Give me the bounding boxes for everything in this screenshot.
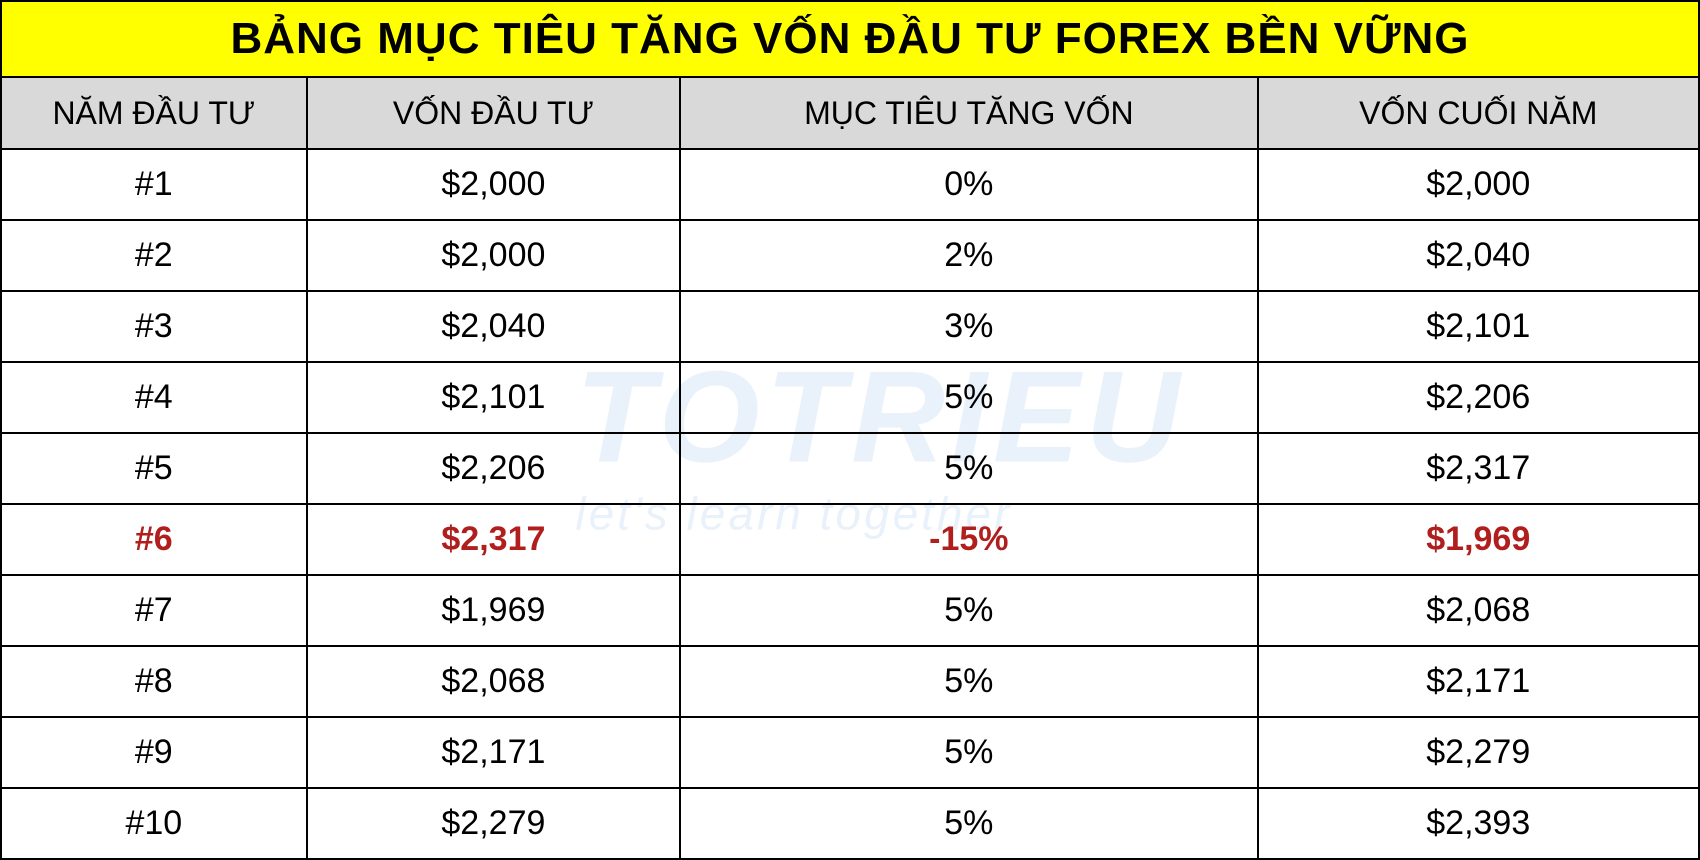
cell-goal: 5% bbox=[680, 575, 1257, 646]
cell-start: $2,101 bbox=[307, 362, 681, 433]
table-row: #2$2,0002%$2,040 bbox=[1, 220, 1699, 291]
cell-end: $2,279 bbox=[1258, 717, 1700, 788]
table-title: BẢNG MỤC TIÊU TĂNG VỐN ĐẦU TƯ FOREX BỀN … bbox=[1, 1, 1699, 77]
cell-goal: 5% bbox=[680, 788, 1257, 859]
cell-start: $2,068 bbox=[307, 646, 681, 717]
table-row: #7$1,9695%$2,068 bbox=[1, 575, 1699, 646]
cell-end: $2,000 bbox=[1258, 149, 1700, 220]
cell-start: $2,206 bbox=[307, 433, 681, 504]
table-row: #9$2,1715%$2,279 bbox=[1, 717, 1699, 788]
table-row: #5$2,2065%$2,317 bbox=[1, 433, 1699, 504]
table-row: #1$2,0000%$2,000 bbox=[1, 149, 1699, 220]
cell-end: $2,040 bbox=[1258, 220, 1700, 291]
cell-goal: 5% bbox=[680, 646, 1257, 717]
cell-year: #5 bbox=[1, 433, 307, 504]
cell-start: $2,279 bbox=[307, 788, 681, 859]
cell-start: $2,000 bbox=[307, 220, 681, 291]
cell-year: #9 bbox=[1, 717, 307, 788]
header-row: NĂM ĐẦU TƯ VỐN ĐẦU TƯ MỤC TIÊU TĂNG VỐN … bbox=[1, 77, 1699, 149]
cell-end: $2,317 bbox=[1258, 433, 1700, 504]
cell-end: $2,206 bbox=[1258, 362, 1700, 433]
cell-year: #4 bbox=[1, 362, 307, 433]
table-row: #8$2,0685%$2,171 bbox=[1, 646, 1699, 717]
cell-start: $1,969 bbox=[307, 575, 681, 646]
cell-year: #8 bbox=[1, 646, 307, 717]
table-body: #1$2,0000%$2,000#2$2,0002%$2,040#3$2,040… bbox=[1, 149, 1699, 859]
cell-year: #2 bbox=[1, 220, 307, 291]
cell-end: $2,393 bbox=[1258, 788, 1700, 859]
cell-start: $2,040 bbox=[307, 291, 681, 362]
table-row: #6$2,317-15%$1,969 bbox=[1, 504, 1699, 575]
cell-year: #10 bbox=[1, 788, 307, 859]
cell-year: #6 bbox=[1, 504, 307, 575]
cell-year: #1 bbox=[1, 149, 307, 220]
cell-end: $1,969 bbox=[1258, 504, 1700, 575]
cell-start: $2,317 bbox=[307, 504, 681, 575]
column-header-year: NĂM ĐẦU TƯ bbox=[1, 77, 307, 149]
cell-goal: 5% bbox=[680, 362, 1257, 433]
cell-start: $2,000 bbox=[307, 149, 681, 220]
cell-goal: 0% bbox=[680, 149, 1257, 220]
cell-goal: -15% bbox=[680, 504, 1257, 575]
cell-end: $2,101 bbox=[1258, 291, 1700, 362]
column-header-goal: MỤC TIÊU TĂNG VỐN bbox=[680, 77, 1257, 149]
investment-goal-table: BẢNG MỤC TIÊU TĂNG VỐN ĐẦU TƯ FOREX BỀN … bbox=[0, 0, 1700, 860]
cell-goal: 2% bbox=[680, 220, 1257, 291]
column-header-end: VỐN CUỐI NĂM bbox=[1258, 77, 1700, 149]
cell-goal: 3% bbox=[680, 291, 1257, 362]
cell-start: $2,171 bbox=[307, 717, 681, 788]
table-row: #4$2,1015%$2,206 bbox=[1, 362, 1699, 433]
cell-year: #3 bbox=[1, 291, 307, 362]
cell-goal: 5% bbox=[680, 433, 1257, 504]
cell-end: $2,068 bbox=[1258, 575, 1700, 646]
cell-goal: 5% bbox=[680, 717, 1257, 788]
title-row: BẢNG MỤC TIÊU TĂNG VỐN ĐẦU TƯ FOREX BỀN … bbox=[1, 1, 1699, 77]
cell-end: $2,171 bbox=[1258, 646, 1700, 717]
cell-year: #7 bbox=[1, 575, 307, 646]
table-row: #3$2,0403%$2,101 bbox=[1, 291, 1699, 362]
table-row: #10$2,2795%$2,393 bbox=[1, 788, 1699, 859]
column-header-start: VỐN ĐẦU TƯ bbox=[307, 77, 681, 149]
